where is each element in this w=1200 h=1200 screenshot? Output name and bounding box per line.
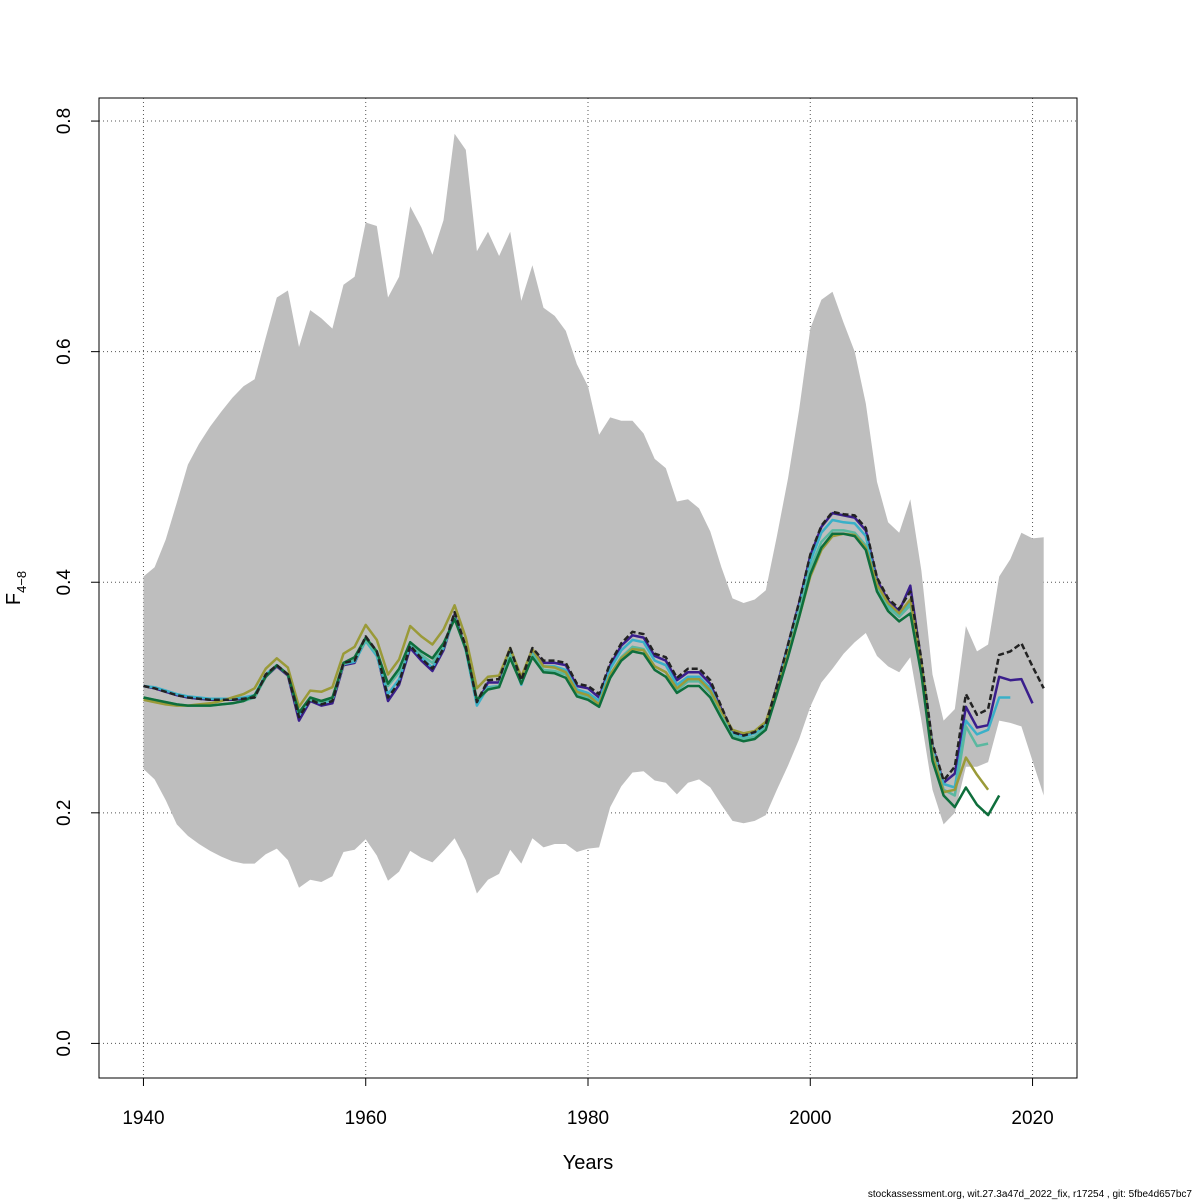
x-tick-label-1940: 1940	[122, 1108, 164, 1129]
y-tick-label-3: 0.6	[54, 338, 75, 364]
y-axis-title: F4−8	[3, 571, 29, 605]
series-lines	[143, 510, 1045, 817]
y-tick-label-0: 0.0	[54, 1030, 75, 1056]
x-axis-title: Years	[563, 1152, 613, 1174]
series-line-0	[143, 510, 1045, 782]
x-tick-label-2020: 2020	[1011, 1108, 1053, 1129]
y-tick-label-4: 0.8	[54, 108, 75, 134]
y-tick-label-1: 0.2	[54, 800, 75, 826]
confidence-band	[143, 133, 1044, 894]
x-axis: 1940 1960 1980 2000 2020	[122, 1078, 1054, 1129]
y-axis-title-subscript: 4−8	[14, 571, 29, 593]
x-tick-label-2000: 2000	[789, 1108, 831, 1129]
y-axis-title-main: F	[3, 593, 25, 605]
x-tick-label-1980: 1980	[567, 1108, 609, 1129]
x-tick-label-1960: 1960	[345, 1108, 387, 1129]
y-tick-label-2: 0.4	[54, 569, 75, 596]
y-axis: 0.0 0.2 0.4 0.6 0.8	[54, 108, 99, 1057]
footer-credit: stockassessment.org, wit.27.3a47d_2022_f…	[868, 1189, 1193, 1200]
